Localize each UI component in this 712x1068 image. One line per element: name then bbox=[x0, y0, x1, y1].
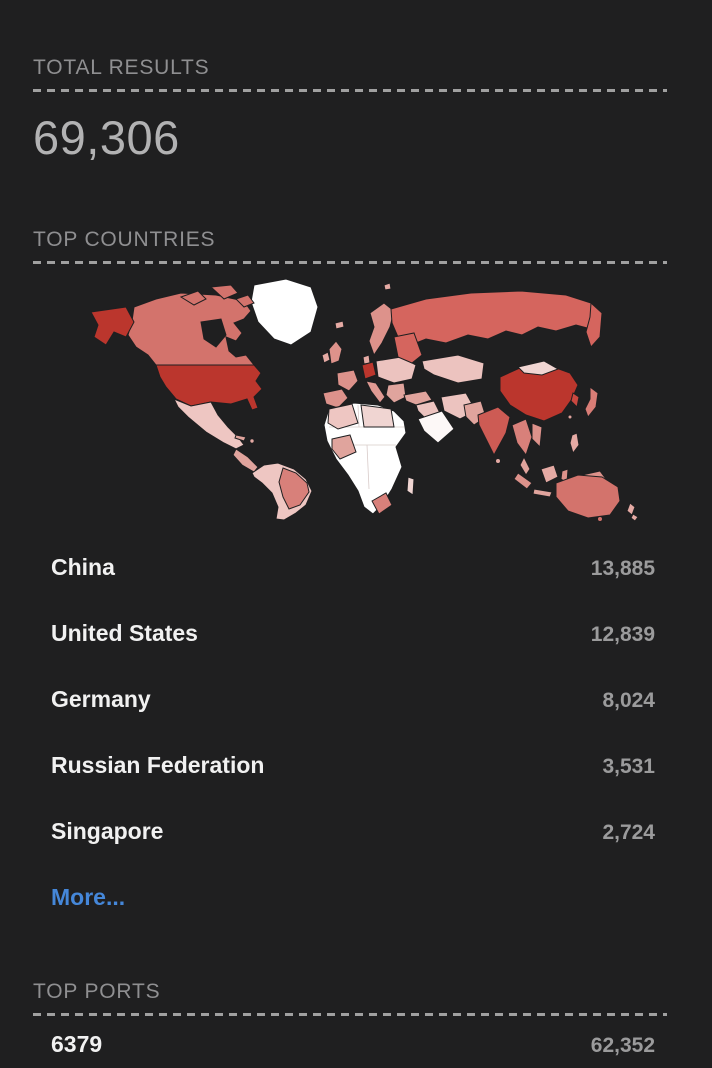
total-results-count: 69,306 bbox=[33, 111, 180, 164]
dashed-divider bbox=[33, 261, 667, 264]
top-ports-list: 6379 62,352 bbox=[33, 1016, 667, 1068]
map-region-taiwan[interactable] bbox=[567, 414, 573, 420]
map-region-usa[interactable] bbox=[155, 364, 263, 411]
map-region-japan[interactable] bbox=[584, 386, 599, 418]
country-count: 3,531 bbox=[602, 755, 655, 778]
total-results-section: TOTAL RESULTS 69,306 bbox=[33, 55, 667, 165]
country-name: Singapore bbox=[51, 818, 164, 844]
country-name: Russian Federation bbox=[51, 752, 265, 778]
map-region-canada[interactable] bbox=[127, 292, 256, 366]
port-row-6379[interactable]: 6379 62,352 bbox=[33, 1016, 667, 1068]
map-region-mexico[interactable] bbox=[172, 398, 245, 450]
map-region-malaysia[interactable] bbox=[519, 455, 531, 476]
map-region-canada-arctic-islands[interactable] bbox=[235, 294, 255, 308]
map-region-sri-lanka[interactable] bbox=[495, 458, 501, 464]
port-number: 6379 bbox=[51, 1031, 103, 1057]
map-region-borneo[interactable] bbox=[540, 464, 559, 484]
country-row-united-states[interactable]: United States 12,839 bbox=[33, 601, 667, 667]
country-row-russian-federation[interactable]: Russian Federation 3,531 bbox=[33, 733, 667, 799]
country-name: China bbox=[51, 554, 115, 580]
map-region-australia[interactable] bbox=[555, 474, 621, 519]
map-region-madagascar[interactable] bbox=[406, 476, 415, 496]
map-region-russia-west[interactable] bbox=[393, 332, 423, 364]
map-region-india[interactable] bbox=[477, 406, 511, 457]
map-region-france[interactable] bbox=[336, 369, 359, 392]
map-region-vietnam[interactable] bbox=[531, 422, 543, 449]
map-region-iberia[interactable] bbox=[322, 388, 349, 409]
top-countries-heading: TOP COUNTRIES bbox=[33, 228, 216, 251]
map-region-central-america[interactable] bbox=[232, 448, 259, 473]
map-region-sumatra[interactable] bbox=[513, 472, 533, 490]
map-region-new-zealand[interactable] bbox=[626, 502, 636, 516]
map-region-hispaniola[interactable] bbox=[249, 438, 255, 444]
map-region-philippines[interactable] bbox=[569, 432, 580, 455]
map-region-canada-arctic-islands[interactable] bbox=[209, 284, 239, 300]
map-region-turkey[interactable] bbox=[403, 390, 433, 406]
map-region-kazakhstan[interactable] bbox=[421, 354, 485, 384]
map-region-alaska[interactable] bbox=[90, 306, 135, 346]
country-row-germany[interactable]: Germany 8,024 bbox=[33, 667, 667, 733]
top-countries-list: China 13,885 United States 12,839 German… bbox=[33, 535, 667, 921]
map-region-scandinavia[interactable] bbox=[368, 302, 395, 357]
country-name: United States bbox=[51, 620, 198, 646]
country-row-china[interactable]: China 13,885 bbox=[33, 535, 667, 601]
map-region-korea[interactable] bbox=[570, 392, 580, 409]
country-name: Germany bbox=[51, 686, 151, 712]
map-region-south-africa[interactable] bbox=[371, 492, 393, 515]
map-region-russia[interactable] bbox=[390, 290, 599, 346]
map-region-cuba[interactable] bbox=[234, 434, 247, 442]
map-region-new-zealand[interactable] bbox=[630, 513, 639, 522]
top-ports-heading: TOP PORTS bbox=[33, 980, 161, 1003]
total-results-heading: TOTAL RESULTS bbox=[33, 56, 210, 79]
dashed-divider bbox=[33, 1013, 667, 1016]
world-map-container bbox=[0, 277, 712, 522]
hudson-bay bbox=[200, 318, 227, 348]
map-region-iceland[interactable] bbox=[334, 320, 345, 330]
top-ports-section: TOP PORTS 6379 62,352 bbox=[33, 979, 667, 1068]
map-region-kamchatka[interactable] bbox=[585, 301, 603, 348]
map-region-germany[interactable] bbox=[361, 361, 377, 380]
map-region-italy[interactable] bbox=[365, 380, 386, 404]
map-region-brazil[interactable] bbox=[278, 467, 310, 510]
dashed-divider bbox=[33, 89, 667, 92]
map-region-canada-arctic-islands[interactable] bbox=[179, 290, 207, 306]
map-region-saudi[interactable] bbox=[417, 410, 455, 444]
map-region-greenland[interactable] bbox=[250, 278, 319, 346]
map-region-svalbard[interactable] bbox=[383, 282, 392, 291]
more-countries-link[interactable]: More... bbox=[51, 884, 126, 910]
map-region-northwest-africa[interactable] bbox=[327, 403, 359, 430]
country-row-singapore[interactable]: Singapore 2,724 bbox=[33, 799, 667, 865]
map-region-balkans[interactable] bbox=[385, 382, 407, 404]
more-row: More... bbox=[33, 865, 667, 921]
map-region-ireland[interactable] bbox=[321, 351, 331, 364]
country-count: 12,839 bbox=[590, 623, 655, 646]
map-region-west-africa[interactable] bbox=[331, 434, 357, 460]
country-count: 8,024 bbox=[602, 689, 655, 712]
map-region-mongolia[interactable] bbox=[517, 360, 560, 376]
country-count: 13,885 bbox=[590, 557, 655, 580]
map-region-uk[interactable] bbox=[328, 340, 343, 365]
map-region-myanmar-thailand[interactable] bbox=[511, 418, 533, 457]
map-region-java[interactable] bbox=[532, 488, 553, 498]
world-choropleth-map[interactable] bbox=[86, 277, 646, 522]
map-region-tasmania[interactable] bbox=[597, 516, 603, 522]
map-region-libya-egypt[interactable] bbox=[360, 404, 395, 428]
top-countries-section: TOP COUNTRIES bbox=[33, 227, 667, 921]
port-count: 62,352 bbox=[590, 1034, 655, 1057]
country-count: 2,724 bbox=[602, 821, 655, 844]
